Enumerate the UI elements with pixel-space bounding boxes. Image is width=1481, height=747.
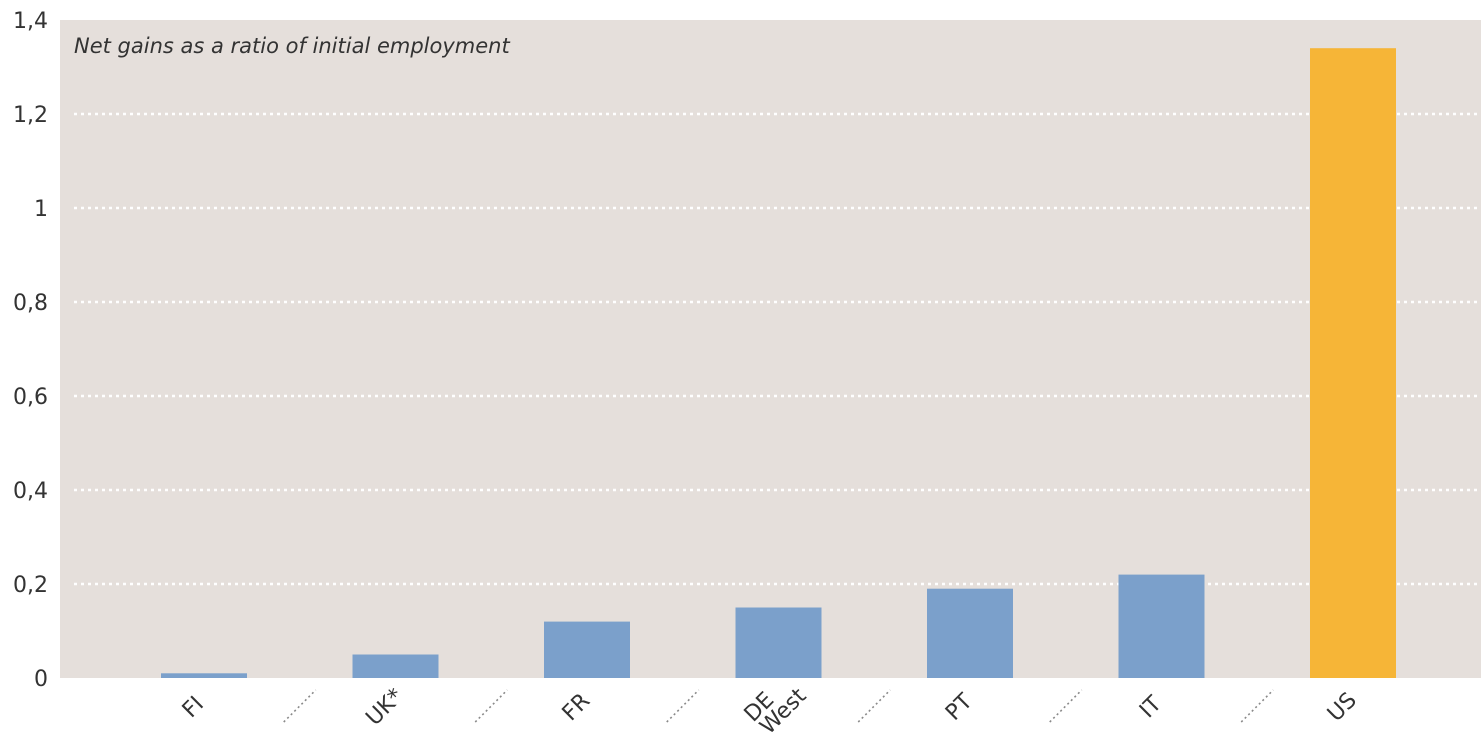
y-tick-label: 1,4	[13, 9, 48, 34]
category-separator	[1240, 689, 1274, 723]
y-tick-label: 1,2	[13, 103, 48, 128]
x-tick-label: FI	[178, 692, 209, 723]
y-axis-tick-labels: 0 0,2 0,4 0,6 0,8 1 1,2 1,4	[13, 9, 48, 692]
bar-us	[1310, 48, 1396, 678]
y-tick-label: 0,6	[13, 385, 48, 410]
bar-fi	[161, 673, 247, 678]
x-tick-label: US	[1323, 688, 1362, 727]
x-tick-label: FR	[558, 689, 595, 726]
y-tick-label: 1	[34, 197, 48, 222]
x-tick-label: DEWest	[740, 669, 812, 741]
category-separator	[283, 689, 317, 723]
chart-title: Net gains as a ratio of initial employme…	[74, 34, 510, 58]
x-tick-label: IT	[1135, 691, 1167, 723]
bar-pt	[927, 588, 1013, 678]
y-tick-label: 0,2	[13, 573, 48, 598]
x-tick-label: PT	[941, 689, 978, 726]
bars	[161, 48, 1396, 678]
bar-fr	[544, 621, 630, 678]
y-tick-label: 0,8	[13, 291, 48, 316]
category-separator	[666, 689, 700, 723]
category-separator	[1049, 689, 1083, 723]
category-separator	[474, 689, 508, 723]
bar-uk	[352, 654, 439, 678]
plot-background	[60, 20, 1481, 678]
bar-de-west	[735, 607, 822, 678]
x-tick-label: UK*	[361, 684, 408, 731]
y-tick-label: 0	[34, 667, 48, 692]
category-separator	[857, 689, 891, 723]
y-tick-label: 0,4	[13, 479, 48, 504]
bar-it	[1118, 574, 1205, 678]
x-axis-category-labels: FI UK* FR DEWest PT IT US	[178, 669, 1362, 741]
